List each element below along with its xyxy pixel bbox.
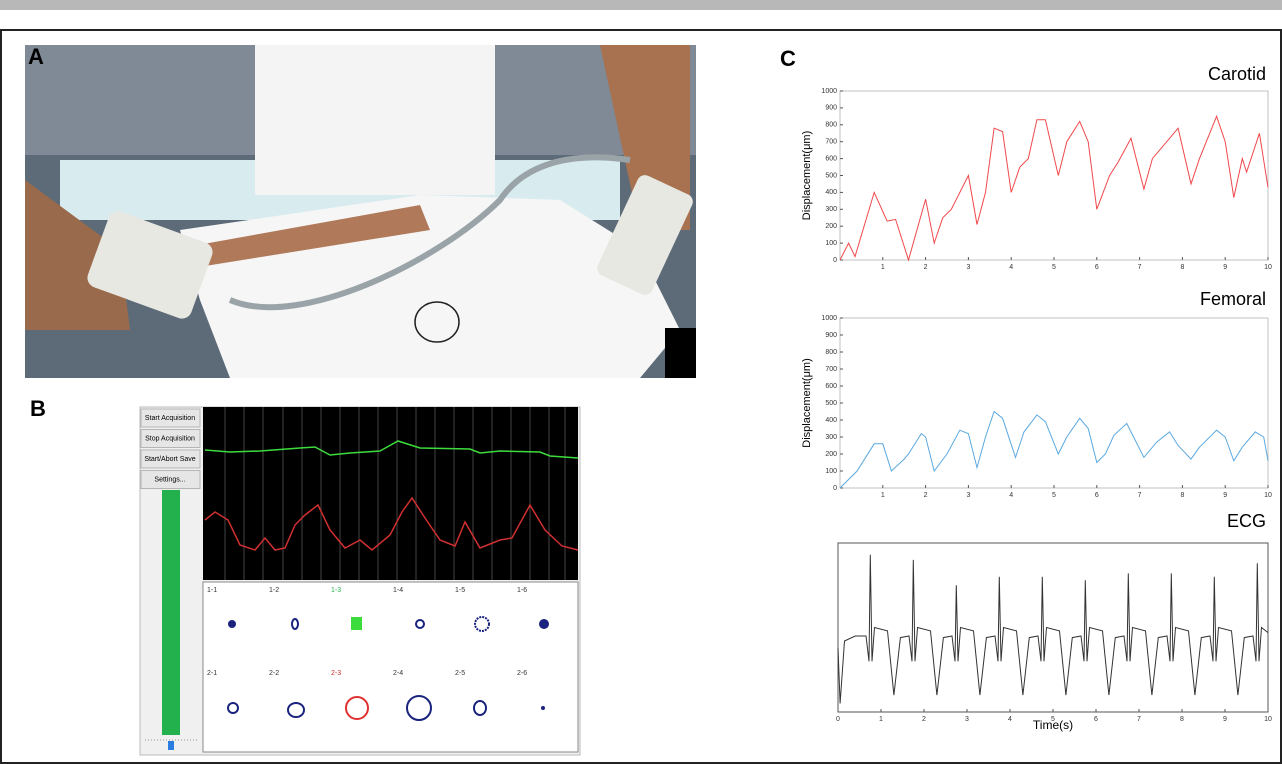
chart-title: Femoral [1200,289,1266,309]
x-tick-label: 8 [1180,716,1184,723]
y-tick-label: 600 [825,155,837,162]
x-tick-label: 2 [924,264,928,271]
x-tick-label: 4 [1008,716,1012,723]
y-tick-label: 200 [825,223,837,230]
y-tick-label: 0 [833,485,837,492]
channel-label: 1-1 [207,587,217,594]
channel-label: 2-4 [393,670,403,677]
x-tick-label: 6 [1095,492,1099,499]
channel-label: 2-6 [517,670,527,677]
x-tick-label: 2 [922,716,926,723]
x-tick-label: 3 [966,492,970,499]
channel-label: 2-1 [207,670,217,677]
x-tick-label: 9 [1223,264,1227,271]
x-tick-label: 6 [1094,716,1098,723]
x-tick-label: 5 [1051,716,1055,723]
y-tick-label: 200 [825,451,837,458]
channel-label: 2-5 [455,670,465,677]
y-tick-label: 900 [825,105,837,112]
y-tick-label: 300 [825,434,837,441]
chart-title: Carotid [1208,64,1266,84]
x-tick-label: 9 [1223,716,1227,723]
chart-title: ECG [1227,511,1266,531]
x-tick-label: 5 [1052,492,1056,499]
x-tick-label: 8 [1180,264,1184,271]
button-label: Start/Abort Save [144,456,195,463]
x-tick-label: 7 [1138,492,1142,499]
y-tick-label: 700 [825,366,837,373]
x-tick-label: 10 [1264,716,1272,723]
y-tick-label: 600 [825,383,837,390]
x-tick-label: 7 [1137,716,1141,723]
channel-label: 1-3 [331,587,341,594]
x-tick-label: 4 [1009,492,1013,499]
button [140,470,201,489]
y-tick-label: 700 [825,139,837,146]
x-tick-label: 1 [881,264,885,271]
channel-label: 1-2 [269,587,279,594]
y-tick-label: 400 [825,189,837,196]
frame [0,29,1282,764]
y-tick-label: 400 [825,417,837,424]
plot-frame [839,90,1269,261]
x-tick-label: 4 [1009,264,1013,271]
button [140,408,201,428]
y-tick-label: 500 [825,400,837,407]
x-tick-label: 3 [965,716,969,723]
x-tick-label: 9 [1223,492,1227,499]
y-tick-label: 800 [825,349,837,356]
y-tick-label: 500 [825,172,837,179]
channel-label: 2-3 [331,670,341,677]
channel-label: 1-6 [517,587,527,594]
x-tick-label: 10 [1264,264,1272,271]
y-tick-label: 100 [825,240,837,247]
data-line [839,114,1269,262]
y-axis-label: Displacement(μm) [801,131,813,220]
x-tick-label: 8 [1180,492,1184,499]
panel-label: C [780,46,796,71]
x-tick-label: 5 [1052,264,1056,271]
button [140,449,201,469]
software-window [139,406,581,756]
y-tick-label: 0 [833,257,837,264]
x-tick-label: 6 [1095,264,1099,271]
plot-frame [837,542,1269,713]
y-tick-label: 900 [825,332,837,339]
charts: Carotid010020030040050060070080090010001… [801,64,1272,732]
panel-label: B [30,396,46,421]
channel-label: 1-4 [393,587,403,594]
y-axis-label: Displacement(μm) [801,358,813,447]
top-bar [0,0,1282,10]
button [140,429,201,448]
x-tick-label: 1 [879,716,883,723]
x-axis-label: Time(s) [1033,718,1073,732]
y-tick-label: 800 [825,122,837,129]
channel-label: 1-5 [455,587,465,594]
data-line [839,410,1269,489]
x-tick-label: 3 [966,264,970,271]
y-tick-label: 100 [825,468,837,475]
x-tick-label: 10 [1264,492,1272,499]
y-tick-label: 300 [825,206,837,213]
channel-label: 2-2 [269,670,279,677]
x-tick-label: 2 [924,492,928,499]
panel-label: A [28,44,44,69]
x-tick-label: 1 [881,492,885,499]
data-line [837,554,1269,704]
plot-frame [839,317,1269,489]
y-tick-label: 1000 [821,315,837,322]
button-label: Settings... [154,476,185,483]
button-label: Start Acquisition [145,415,195,422]
button-label: Stop Acquisition [145,435,195,442]
photo [25,45,696,378]
x-tick-label: 7 [1138,264,1142,271]
y-tick-label: 1000 [821,88,837,95]
x-tick-label: 0 [836,716,840,723]
